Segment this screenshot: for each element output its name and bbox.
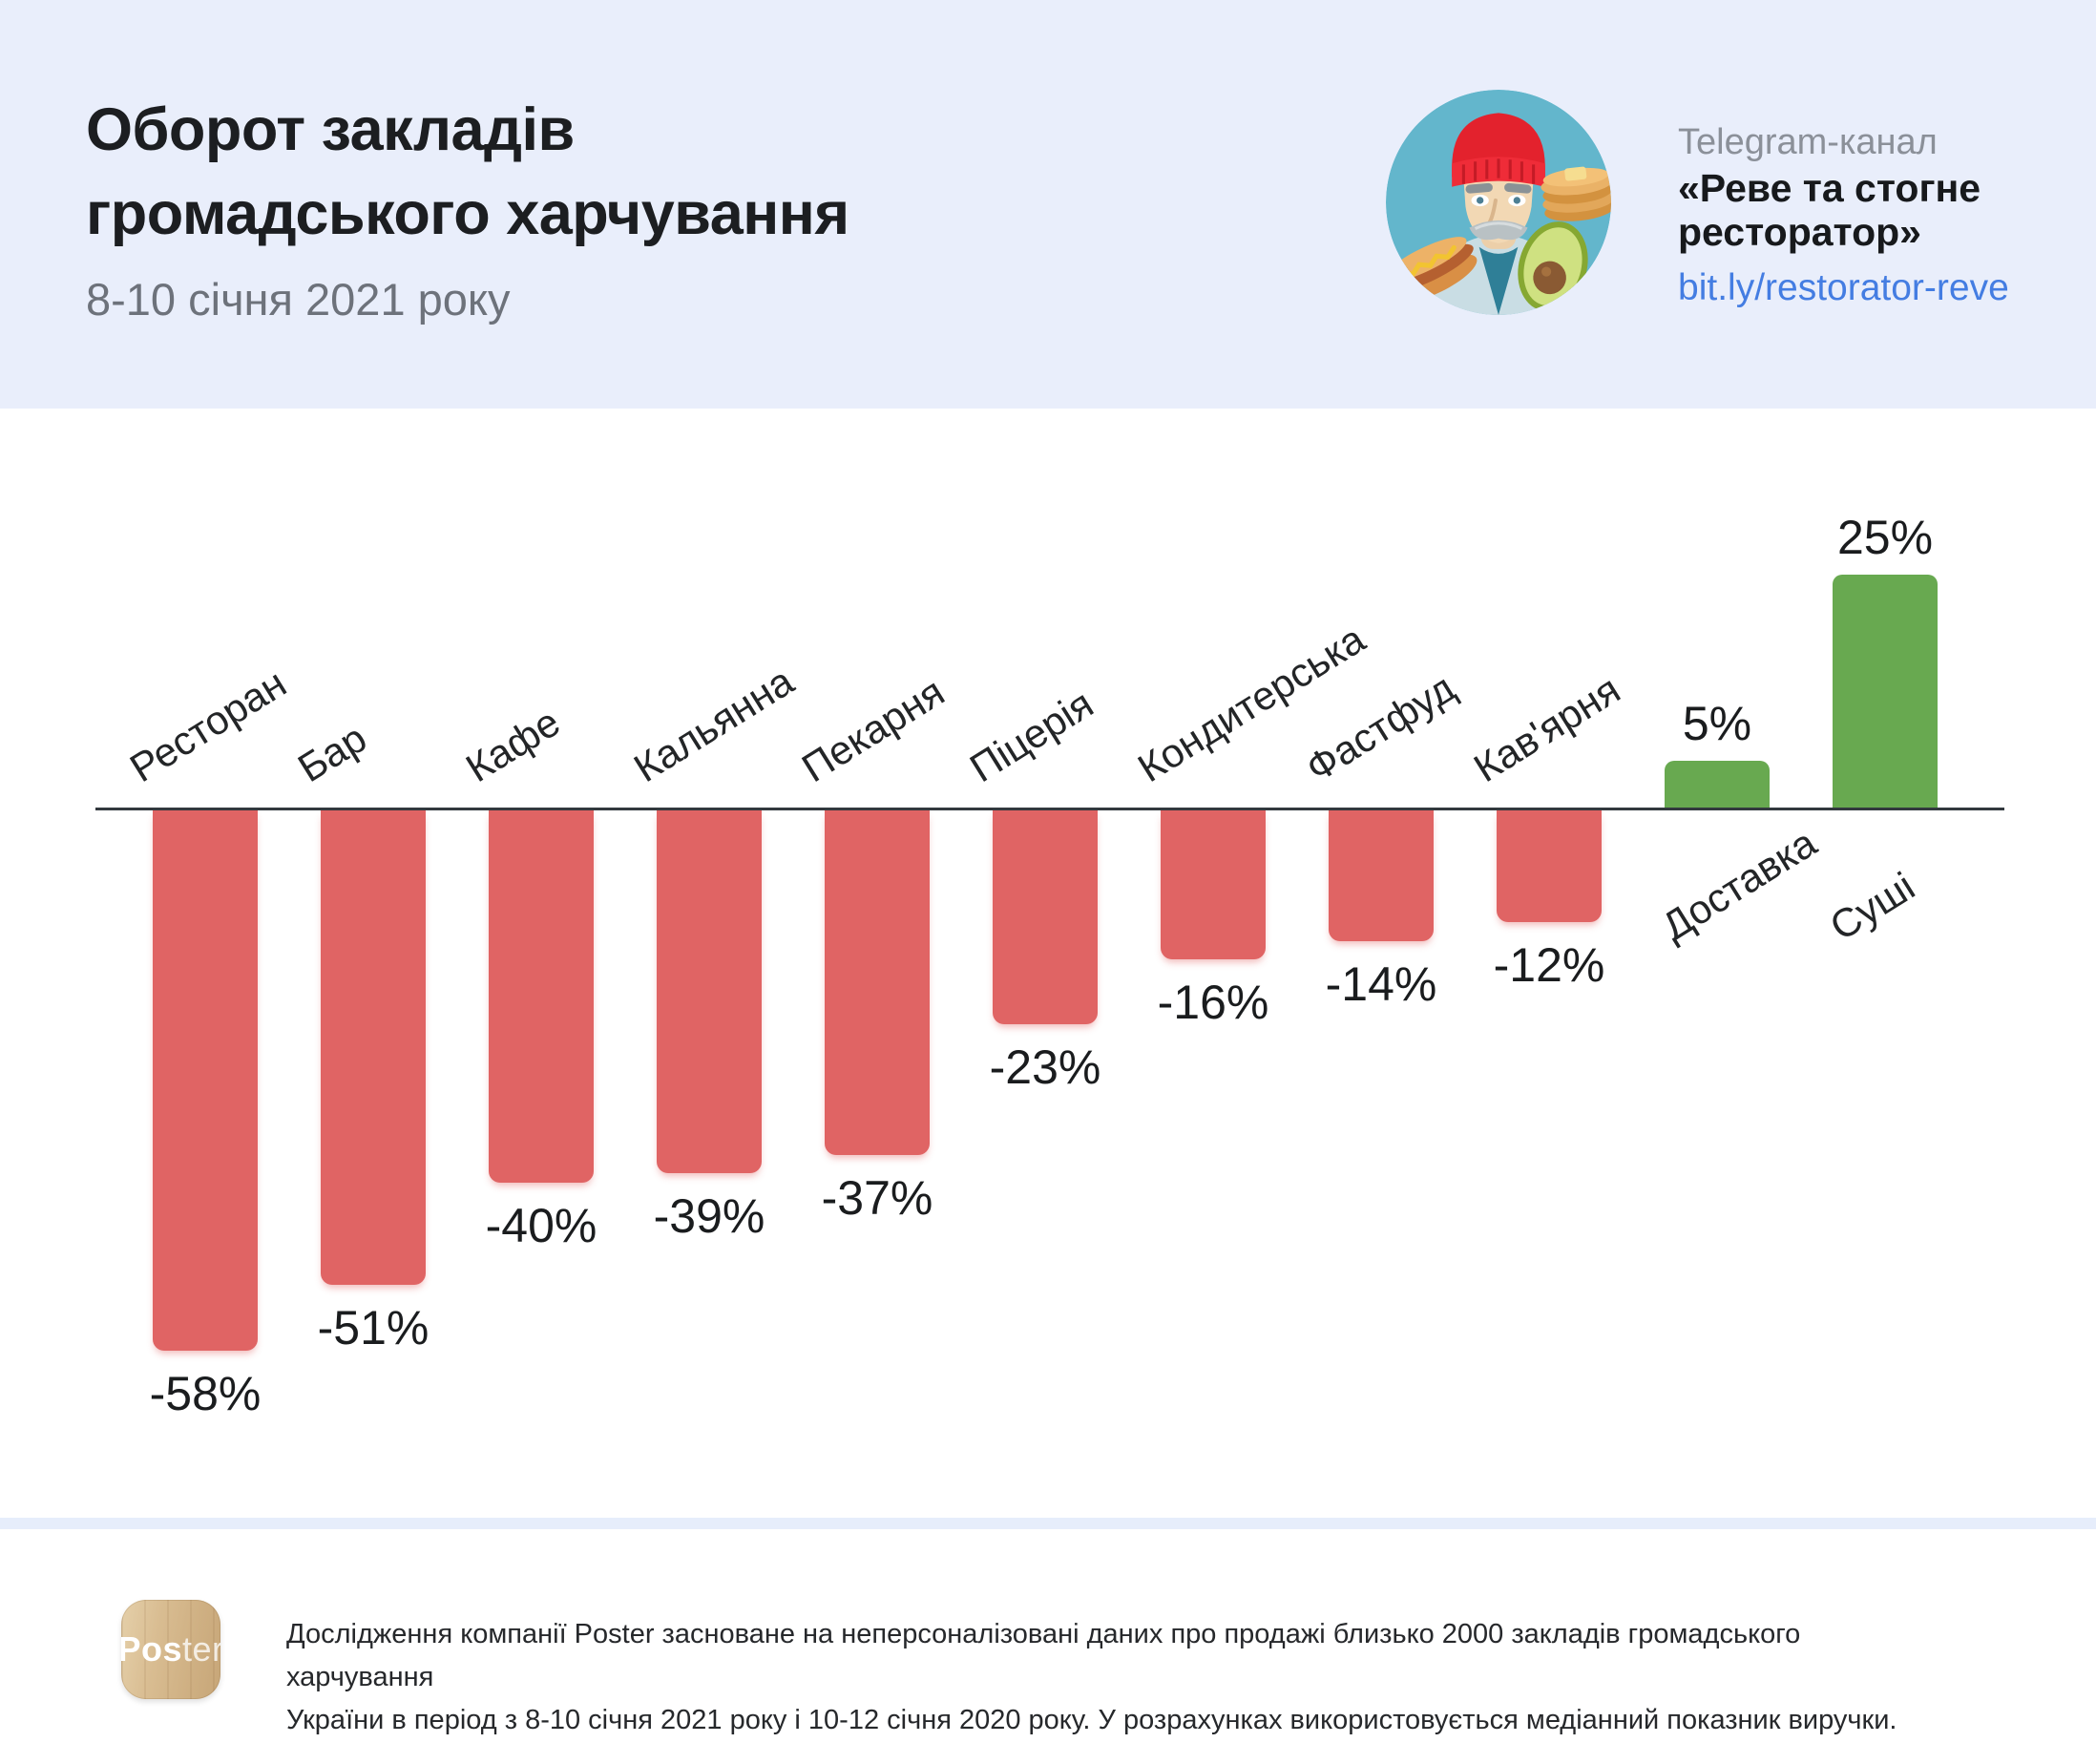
bar-category-label: Бар bbox=[290, 715, 374, 791]
footnote-line2: України в період з 8-10 січня 2021 року … bbox=[286, 1705, 1897, 1735]
date-subtitle: 8-10 січня 2021 року bbox=[86, 274, 511, 325]
chart-bar bbox=[825, 810, 930, 1155]
footnote: Дослідження компанії Poster засноване на… bbox=[286, 1613, 1909, 1742]
footer-section: Poster Дослідження компанії Poster засно… bbox=[0, 1529, 2096, 1764]
bar-value-label: 5% bbox=[1682, 697, 1752, 750]
channel-name-line1: «Реве та стогне bbox=[1678, 166, 1981, 210]
bar-category-label: Пекарня bbox=[794, 668, 953, 791]
chart-bar bbox=[1497, 810, 1602, 922]
chart-bar bbox=[1329, 810, 1434, 941]
poster-logo-text-light: ter bbox=[182, 1629, 220, 1669]
bar-value-label: -58% bbox=[149, 1367, 262, 1420]
bar-value-label: -39% bbox=[653, 1189, 765, 1243]
chart-bar bbox=[321, 810, 426, 1285]
page-title-line2: громадського харчування bbox=[86, 180, 849, 247]
channel-avatar bbox=[1386, 90, 1611, 315]
x-axis-line bbox=[95, 808, 2004, 810]
footnote-line1: Дослідження компанії Poster засноване на… bbox=[286, 1619, 1801, 1692]
bar-category-label: Кальянна bbox=[626, 658, 802, 791]
chart-bar bbox=[1161, 810, 1266, 959]
bar-category-label: Суші bbox=[1822, 863, 1922, 950]
bar-value-label: -37% bbox=[821, 1171, 933, 1225]
bar-category-label: Кафе bbox=[458, 699, 568, 791]
bar-chart: -58% Ресторан -51% Бар -40% Кафе -39% Кальянна -… bbox=[0, 409, 2096, 1518]
section-divider bbox=[0, 1518, 2096, 1529]
bar-category-label: Піцерія bbox=[962, 681, 1101, 791]
channel-name-line2: ресторатор» bbox=[1678, 210, 1921, 254]
chart-bar bbox=[1665, 761, 1770, 808]
bar-value-label: -40% bbox=[485, 1199, 597, 1252]
bar-value-label: -14% bbox=[1325, 957, 1437, 1011]
bar-category-label: Доставка bbox=[1654, 819, 1824, 950]
chart-bar bbox=[1833, 575, 1938, 808]
page-title-line1: Оборот закладів bbox=[86, 96, 575, 163]
chart-bar bbox=[153, 810, 258, 1351]
bar-value-label: 25% bbox=[1836, 511, 1934, 564]
bar-value-label: -12% bbox=[1493, 938, 1605, 992]
chart-bar bbox=[489, 810, 594, 1183]
channel-link[interactable]: bit.ly/restorator-reve bbox=[1678, 267, 2009, 308]
bar-category-label: Ресторан bbox=[122, 660, 294, 791]
poster-logo-text-bold: Pos bbox=[121, 1629, 183, 1669]
poster-logo-text: Poster bbox=[121, 1629, 220, 1670]
bar-value-label: -23% bbox=[989, 1040, 1101, 1094]
telegram-label: Telegram-канал bbox=[1678, 122, 1938, 162]
poster-logo: Poster bbox=[121, 1600, 220, 1699]
chart-bar bbox=[657, 810, 762, 1173]
bar-value-label: -16% bbox=[1157, 976, 1269, 1029]
restaurateur-avatar-icon bbox=[1386, 90, 1611, 315]
chart-bar bbox=[993, 810, 1098, 1024]
bar-value-label: -51% bbox=[317, 1301, 430, 1354]
header-section: Оборот закладів громадського харчування … bbox=[0, 0, 2096, 409]
